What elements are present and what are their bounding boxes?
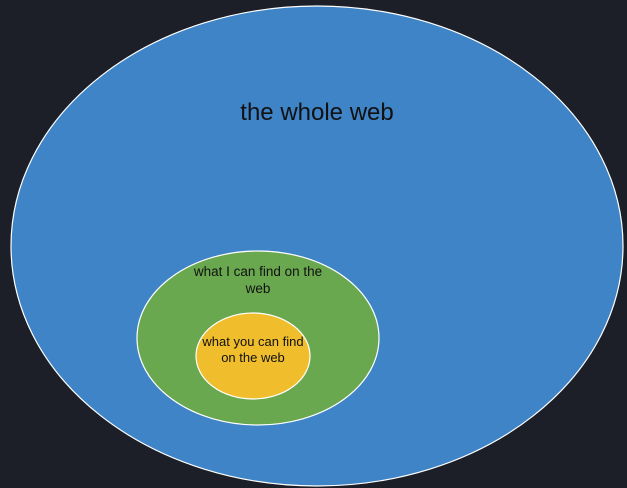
middle-ellipse-label: what I can find on the web	[193, 264, 323, 296]
inner-ellipse-you-can-find	[195, 312, 311, 400]
outer-ellipse-label: the whole web	[240, 99, 394, 126]
inner-ellipse-label: what you can find on the web	[202, 334, 304, 366]
